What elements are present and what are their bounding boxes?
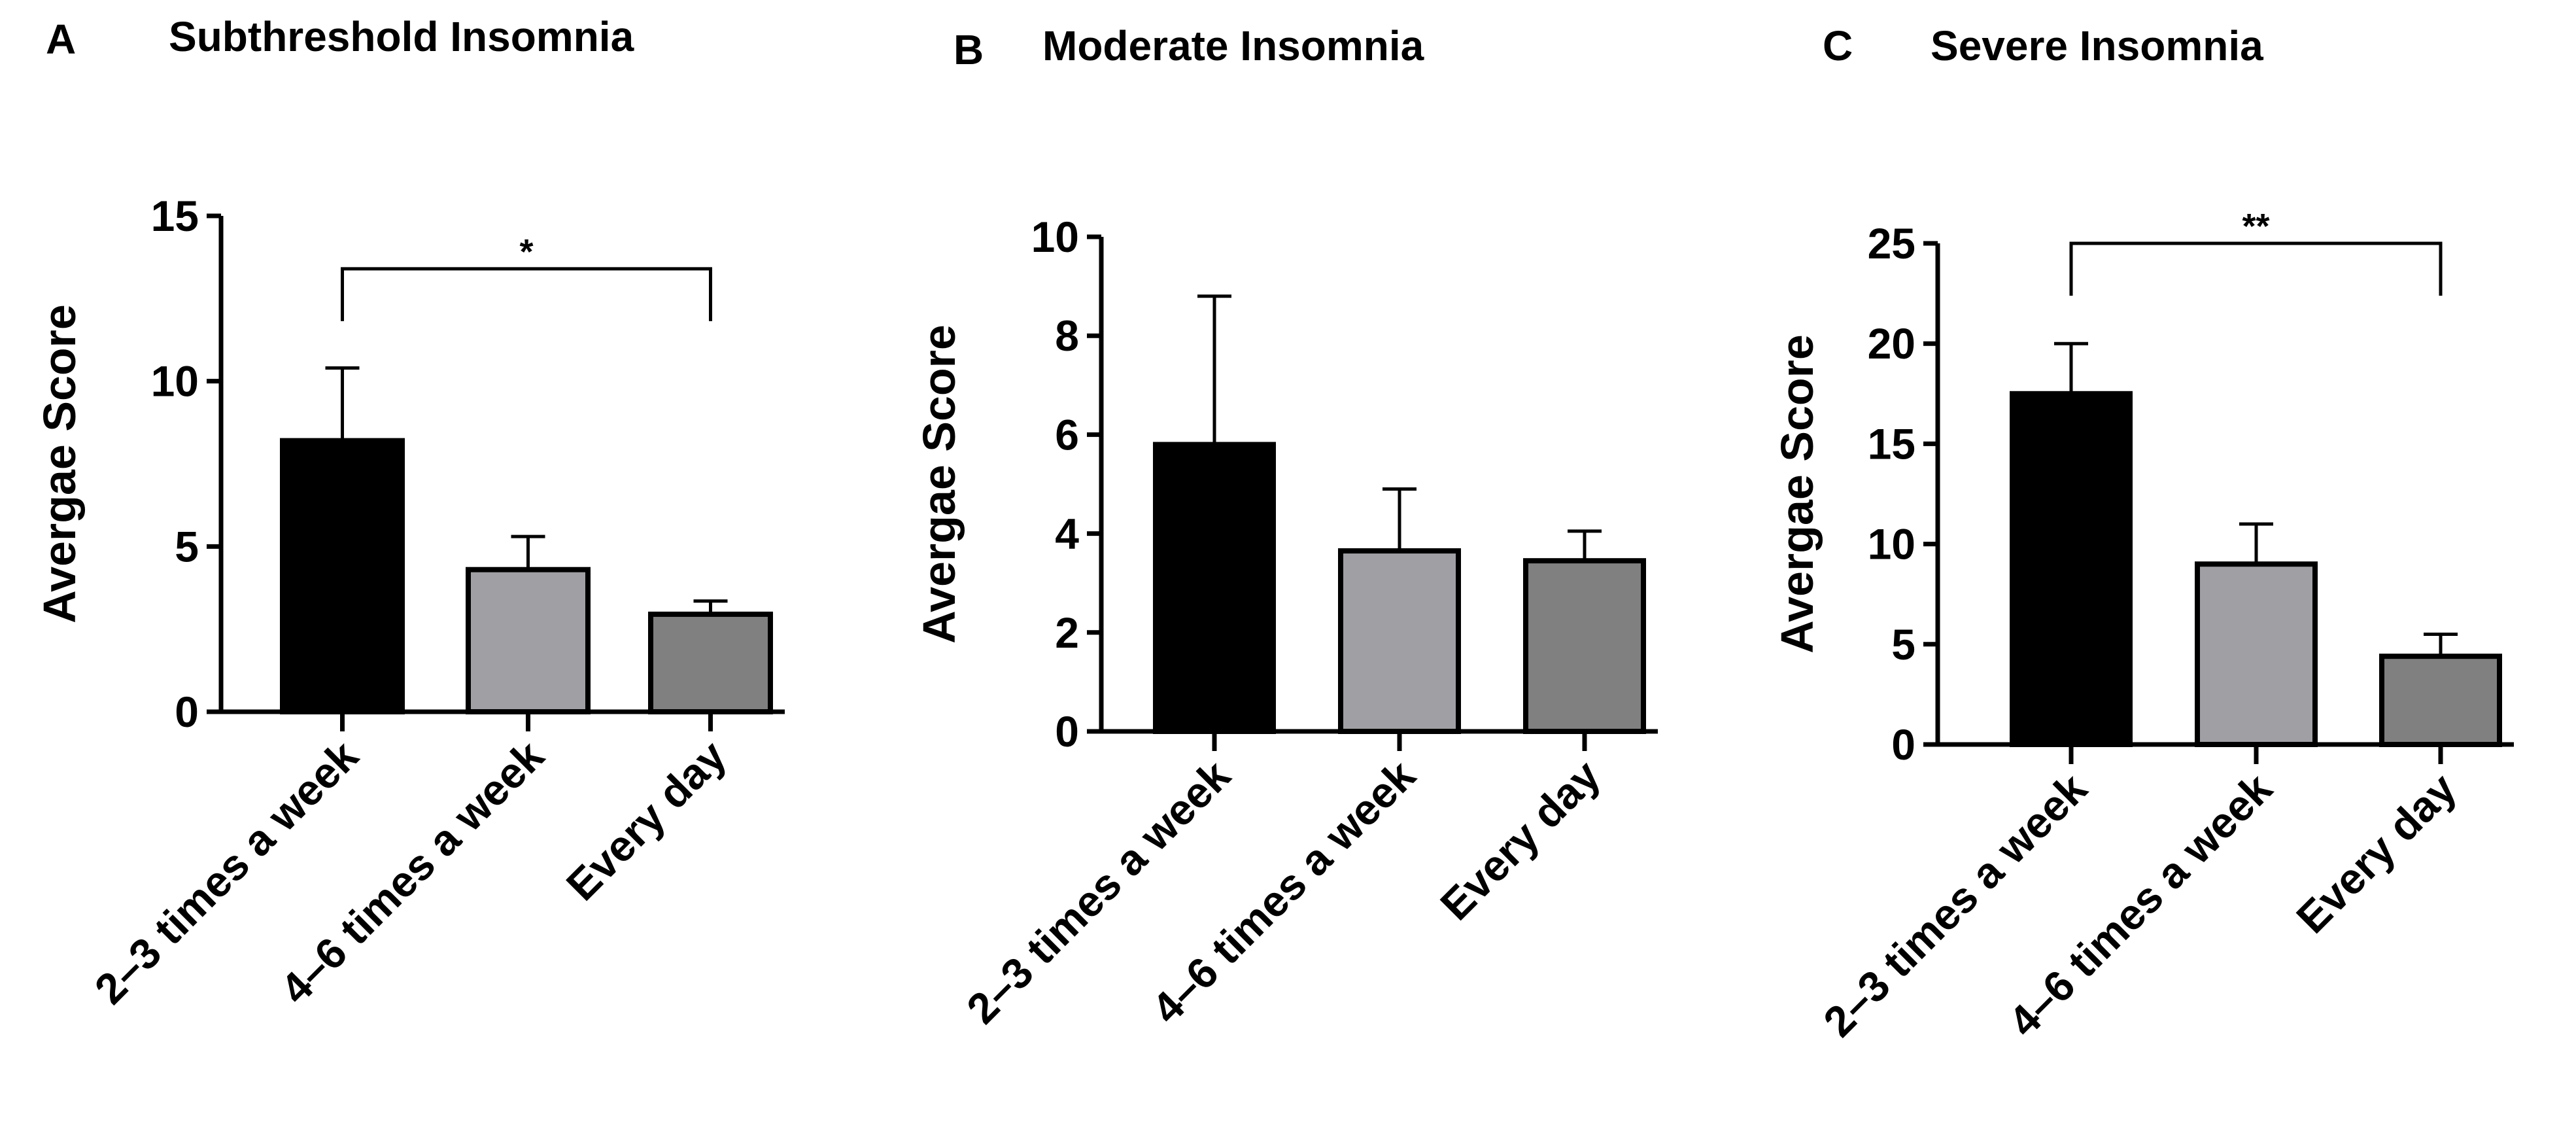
bar: [280, 438, 405, 714]
y-tick-label: 0: [1055, 707, 1079, 756]
significance-label: *: [519, 232, 533, 271]
y-tick-label: 10: [1868, 520, 1915, 568]
x-tick-label: Every day: [557, 731, 736, 909]
panel-letter: C: [1823, 22, 1853, 69]
chart-panel-a: A Subthreshold Insomnia Avergae Score 0 5 10 1…: [34, 13, 785, 1013]
significance-bracket: [341, 267, 712, 321]
y-tick-label: 2: [1055, 608, 1079, 657]
bar: [1523, 558, 1646, 734]
chart-title: Subthreshold Insomnia: [169, 13, 634, 60]
y-tick-label: 20: [1868, 319, 1915, 368]
y-tick-label: 0: [175, 688, 199, 736]
panel-letter: A: [46, 16, 76, 63]
y-tick-label: 25: [1868, 219, 1915, 268]
bar: [2010, 391, 2133, 747]
y-tick-label: 5: [1891, 620, 1915, 669]
bar: [466, 567, 591, 714]
y-axis-label: Avergae Score: [1772, 334, 1823, 654]
significance-bracket: [2069, 241, 2443, 296]
bar: [1153, 442, 1276, 735]
x-tick-label: Every day: [1431, 750, 1609, 929]
bar: [2195, 561, 2318, 747]
chart-title: Moderate Insomnia: [1042, 22, 1424, 69]
y-tick-label: 15: [1868, 419, 1915, 468]
panel-letter: B: [953, 26, 984, 73]
y-tick-label: 15: [151, 192, 199, 240]
y-tick-label: 6: [1055, 410, 1079, 459]
y-tick-label: 4: [1055, 510, 1079, 558]
y-tick-label: 10: [1031, 213, 1079, 261]
y-axis-label: Avergae Score: [914, 324, 965, 644]
y-axis-label: Avergae Score: [34, 304, 85, 623]
y-tick-label: 10: [151, 357, 199, 406]
y-tick-label: 5: [175, 522, 199, 570]
y-tick-label: 0: [1891, 720, 1915, 769]
x-tick-label: Every day: [2287, 763, 2465, 942]
chart-title: Severe Insomnia: [1931, 22, 2263, 69]
bar: [2379, 654, 2502, 748]
bar: [1338, 548, 1461, 734]
y-tick-label: 8: [1055, 311, 1079, 360]
bar: [648, 611, 773, 715]
significance-label: **: [2242, 207, 2269, 246]
